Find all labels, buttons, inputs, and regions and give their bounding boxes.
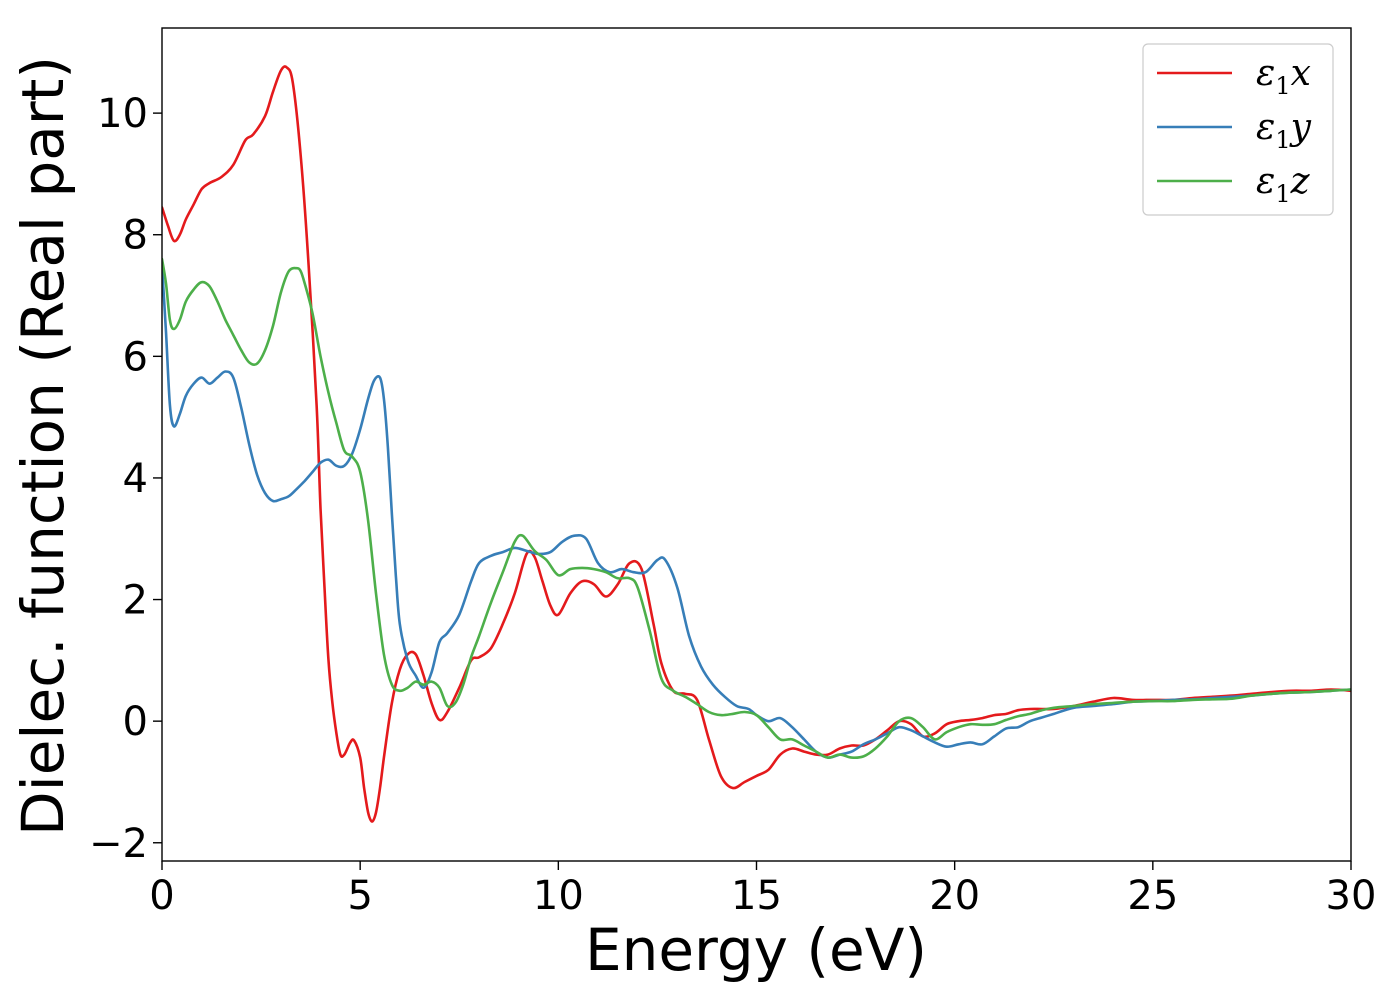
y-tick-label: 8	[123, 213, 148, 259]
legend-label-x: ε1x	[1256, 53, 1311, 100]
y-tick-label: −2	[89, 821, 148, 867]
series-line-z	[162, 257, 1351, 760]
legend: ε1x ε1y ε1z	[1142, 43, 1334, 216]
legend-label-y: ε1y	[1256, 107, 1312, 154]
x-tick-label: 25	[1127, 873, 1178, 919]
x-tick-label: 15	[731, 873, 782, 919]
y-axis-title: Dielec. function (Real part)	[9, 56, 77, 836]
y-tick-label: 6	[123, 334, 148, 380]
series-line-x	[162, 65, 1351, 823]
series-line-y	[162, 263, 1351, 759]
y-tick-label: 10	[97, 91, 148, 137]
x-tick-label: 20	[929, 873, 980, 919]
x-tick-label: 5	[347, 873, 372, 919]
legend-box	[1142, 43, 1334, 216]
x-tick-label: 30	[1326, 873, 1377, 919]
x-axis-title: Energy (eV)	[585, 916, 927, 984]
x-tick-label: 0	[149, 873, 174, 919]
legend-label-z: ε1z	[1256, 161, 1311, 208]
x-tick-label: 10	[533, 873, 584, 919]
y-tick-label: 4	[123, 456, 148, 502]
series-layer	[162, 65, 1351, 823]
y-tick-label: 2	[123, 578, 148, 624]
y-tick-label: 0	[123, 699, 148, 745]
